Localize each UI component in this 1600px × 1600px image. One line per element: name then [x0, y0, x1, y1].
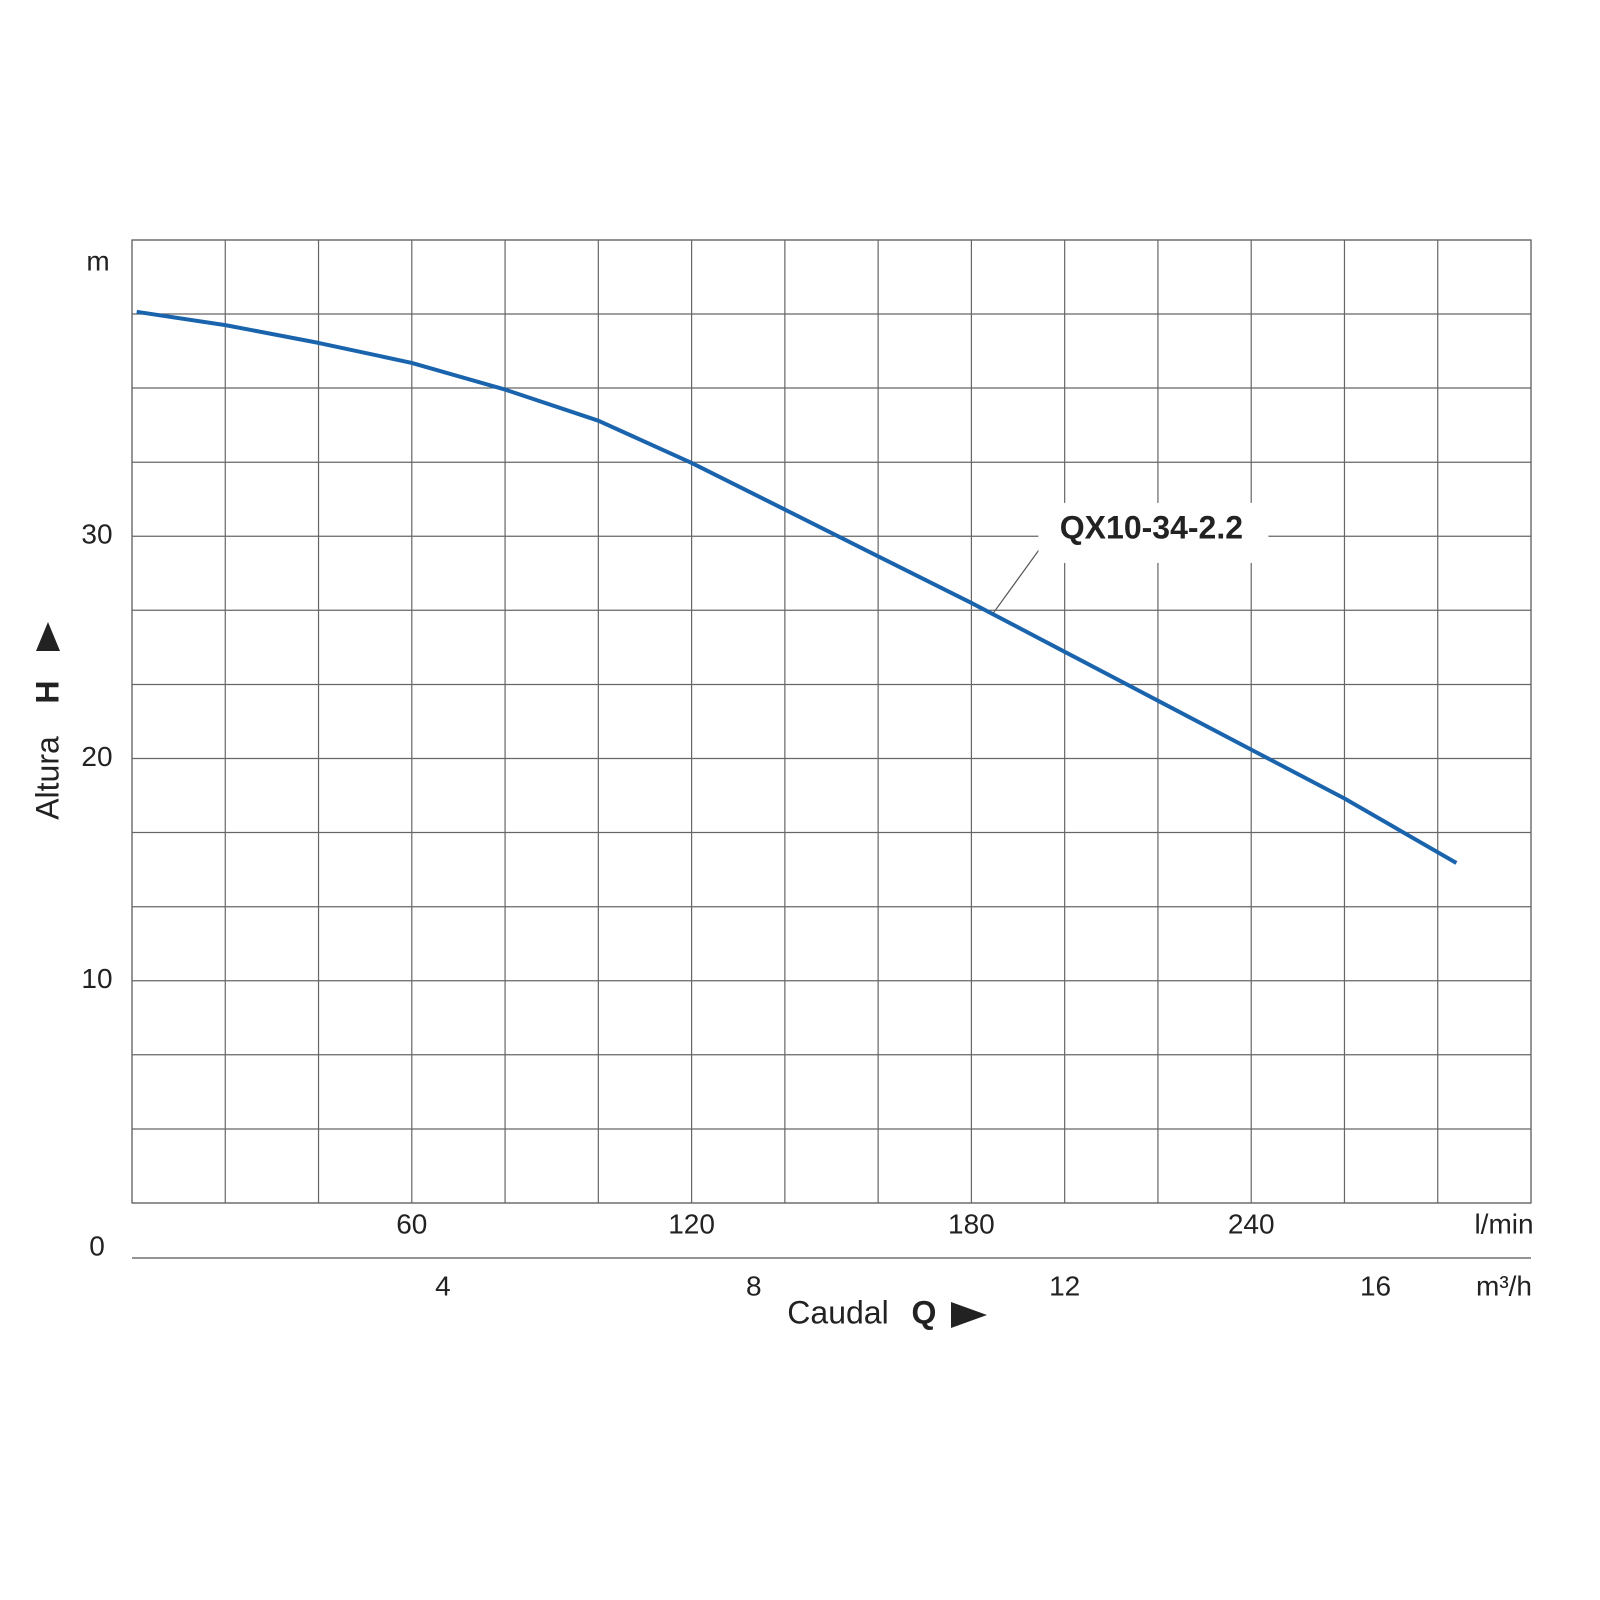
y-tick-label: 0 — [89, 1230, 105, 1261]
x-axis-symbol: Q — [912, 1294, 937, 1330]
y-tick-label: 10 — [81, 963, 112, 994]
series-label: QX10-34-2.2 — [1060, 509, 1243, 545]
y-arrow — [36, 622, 60, 651]
x-tick-label: 60 — [396, 1208, 427, 1239]
y-tick-label: 20 — [81, 741, 112, 772]
x2-unit: m³/h — [1476, 1270, 1532, 1301]
y-tick-label: 30 — [81, 519, 112, 550]
x-tick-label: 120 — [668, 1208, 715, 1239]
x-tick-label: 240 — [1228, 1208, 1275, 1239]
curve — [136, 309, 1458, 865]
x-tick-label: 180 — [948, 1208, 995, 1239]
y-axis-symbol: H — [29, 680, 65, 703]
x2-tick-label: 16 — [1360, 1270, 1391, 1301]
x2-tick-label: 12 — [1049, 1270, 1080, 1301]
x2-tick-label: 8 — [746, 1270, 762, 1301]
x-axis-label: Caudal — [787, 1294, 888, 1330]
plot-frame — [131, 239, 1532, 1204]
y-unit: m — [86, 245, 109, 276]
label-background — [1038, 502, 1269, 563]
y-axis-label: Altura — [29, 736, 65, 820]
x-unit: l/min — [1474, 1208, 1533, 1239]
x2-tick-label: 4 — [435, 1270, 451, 1301]
x-arrow — [951, 1302, 987, 1328]
